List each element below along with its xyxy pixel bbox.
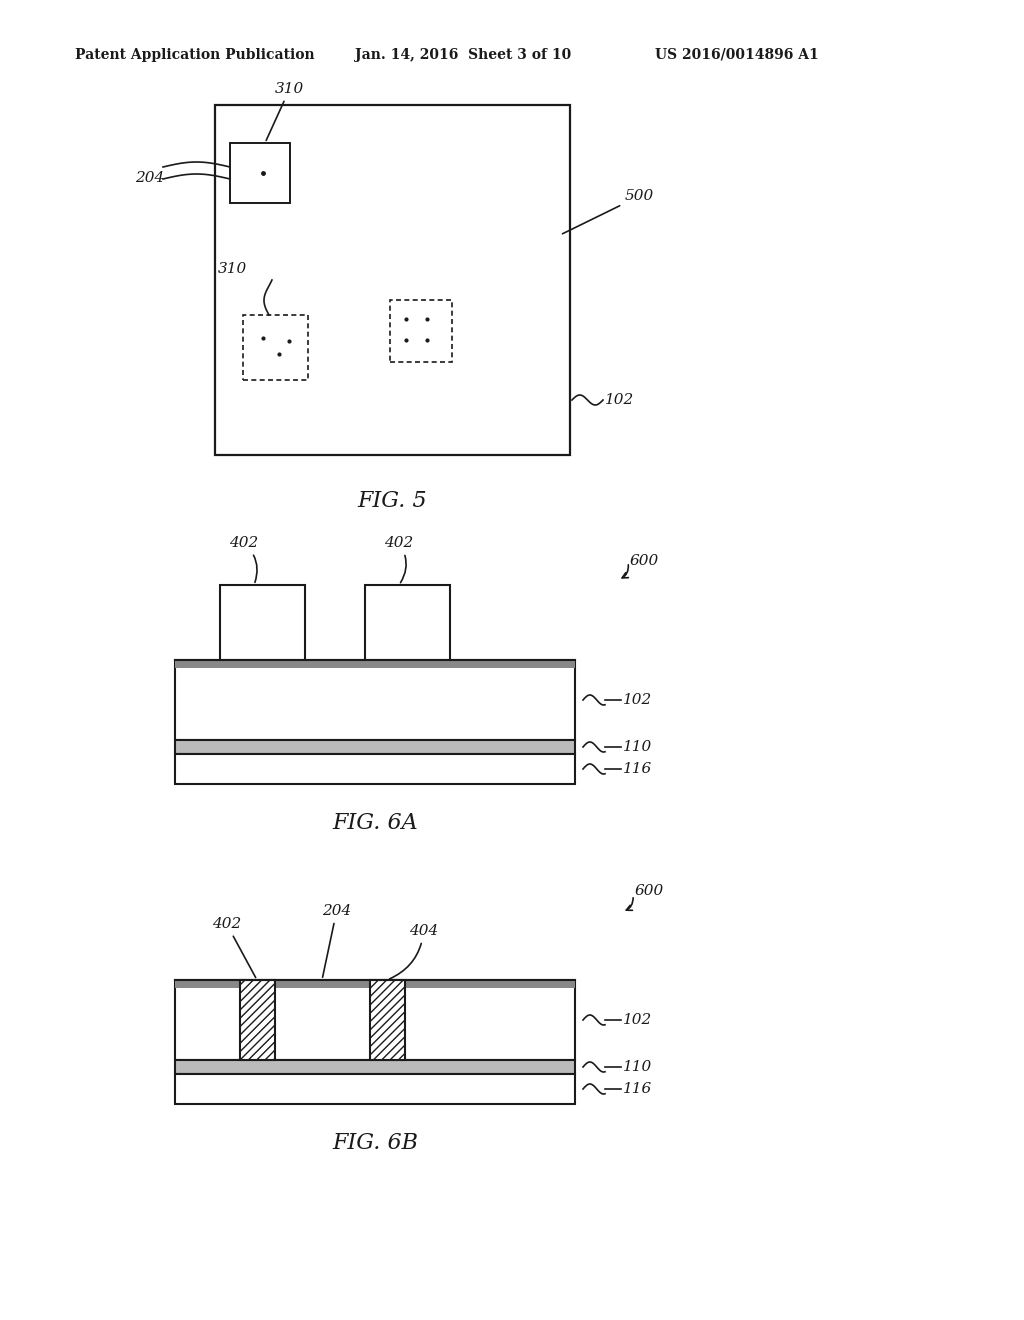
Bar bbox=[175, 660, 575, 741]
Bar bbox=[365, 660, 450, 668]
Text: 110: 110 bbox=[623, 741, 652, 754]
Text: 102: 102 bbox=[605, 393, 634, 407]
Text: FIG. 6A: FIG. 6A bbox=[332, 812, 418, 834]
Text: FIG. 5: FIG. 5 bbox=[357, 490, 427, 512]
Bar bbox=[175, 754, 575, 784]
Text: 102: 102 bbox=[623, 693, 652, 708]
Bar bbox=[175, 660, 575, 668]
Bar bbox=[220, 585, 305, 660]
Bar bbox=[230, 143, 290, 203]
Text: US 2016/0014896 A1: US 2016/0014896 A1 bbox=[655, 48, 819, 62]
Text: 310: 310 bbox=[266, 82, 304, 140]
Text: 102: 102 bbox=[623, 1012, 652, 1027]
Text: FIG. 6B: FIG. 6B bbox=[332, 1133, 418, 1154]
Bar bbox=[370, 979, 406, 1060]
Text: 404: 404 bbox=[389, 924, 438, 979]
Text: 600: 600 bbox=[630, 554, 659, 568]
Bar bbox=[175, 1074, 575, 1104]
Bar bbox=[390, 300, 452, 362]
Bar bbox=[365, 585, 450, 660]
Bar bbox=[215, 106, 570, 455]
Text: 110: 110 bbox=[623, 1060, 652, 1074]
Text: Jan. 14, 2016  Sheet 3 of 10: Jan. 14, 2016 Sheet 3 of 10 bbox=[355, 48, 571, 62]
Text: 204: 204 bbox=[322, 904, 351, 977]
Text: 116: 116 bbox=[623, 762, 652, 776]
Bar bbox=[175, 741, 575, 754]
Bar bbox=[243, 315, 308, 380]
Text: 402: 402 bbox=[212, 917, 256, 978]
Text: 402: 402 bbox=[384, 536, 414, 582]
Text: 116: 116 bbox=[623, 1082, 652, 1096]
Bar bbox=[240, 979, 275, 1060]
Bar bbox=[175, 1060, 575, 1074]
Text: 600: 600 bbox=[635, 884, 665, 898]
Bar bbox=[175, 979, 575, 987]
Bar bbox=[175, 979, 575, 1060]
Text: Patent Application Publication: Patent Application Publication bbox=[75, 48, 314, 62]
Text: 204: 204 bbox=[135, 172, 164, 185]
Text: 402: 402 bbox=[229, 536, 258, 582]
Text: 310: 310 bbox=[218, 261, 247, 276]
Bar bbox=[220, 660, 305, 668]
Text: 500: 500 bbox=[562, 189, 654, 234]
